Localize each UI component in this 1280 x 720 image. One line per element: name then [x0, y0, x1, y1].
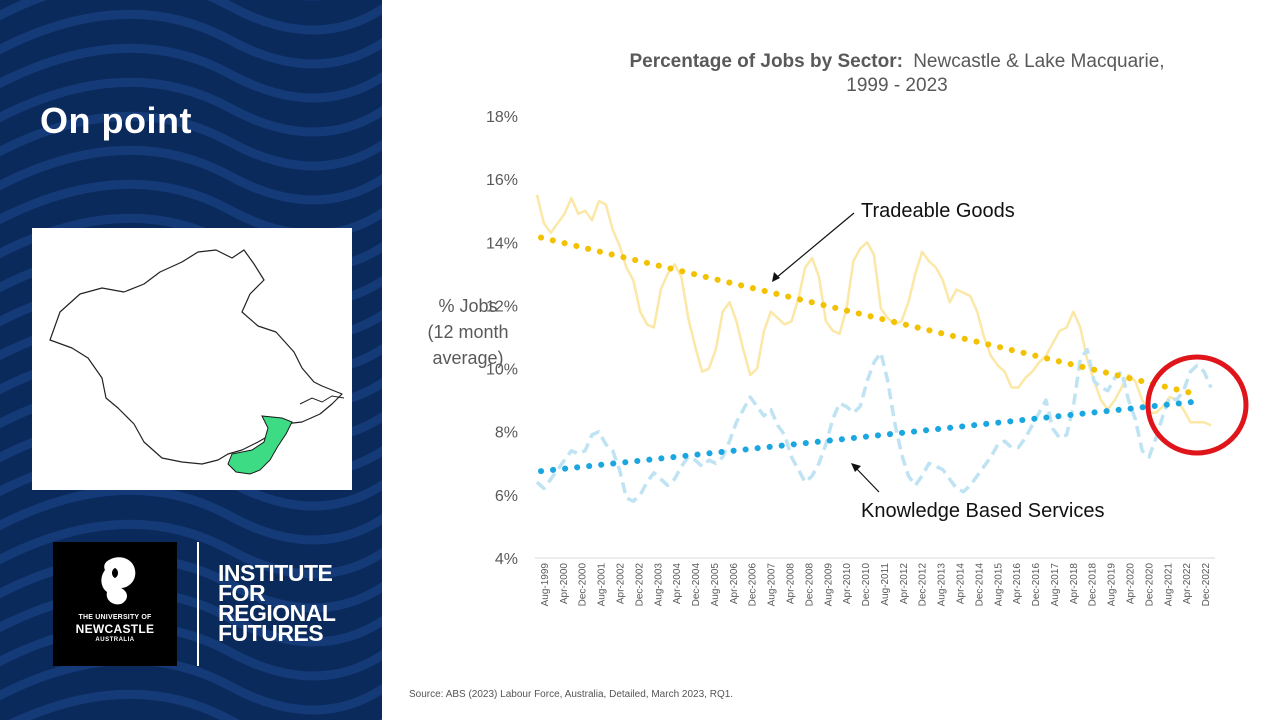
x-tick-label: Aug-2017: [1050, 563, 1061, 607]
x-tick-label: Dec-2022: [1201, 563, 1212, 607]
x-tick-label: Dec-2008: [804, 563, 815, 607]
y-tick-label: 14%: [486, 235, 518, 252]
x-tick-label: Apr-2014: [956, 563, 967, 605]
x-tick-label: Apr-2012: [899, 563, 910, 605]
x-tick-label: Dec-2016: [1031, 563, 1042, 607]
y-tick-label: 6%: [495, 488, 518, 505]
series-2-trendline: [538, 234, 1198, 397]
y-tick-label: 16%: [486, 172, 518, 189]
y-axis-label-line-3: average): [432, 348, 503, 368]
y-axis-label-line-2: (12 month: [427, 322, 508, 342]
chart-title: Percentage of Jobs by Sector: Newcastle …: [629, 51, 1164, 96]
x-tick-label: Aug-2015: [993, 563, 1004, 607]
x-tick-label: Apr-2018: [1069, 563, 1080, 605]
x-tick-label: Apr-2008: [786, 563, 797, 605]
stripe-9: [0, 179, 382, 239]
logo-divider: [197, 542, 199, 666]
tradeable-goods-arrowhead: [772, 272, 780, 282]
stripe-19: [0, 519, 382, 579]
coastline-islands: [299, 395, 345, 405]
y-tick-label: 8%: [495, 425, 518, 442]
knowledge-services-arrow: [853, 465, 880, 493]
x-tick-label: Apr-2006: [729, 563, 740, 605]
x-tick-label: Dec-2020: [1144, 563, 1155, 607]
x-tick-label: Aug-2005: [710, 563, 721, 607]
series-0-line: [535, 194, 1212, 427]
y-tick-label: 10%: [486, 362, 518, 379]
stripe-8: [0, 145, 382, 205]
y-tick-label: 4%: [495, 551, 518, 568]
university-logo: THE UNIVERSITY OF NEWCASTLE AUSTRALIA: [53, 542, 177, 666]
university-line-1: THE UNIVERSITY OF: [78, 614, 152, 621]
stripe-3: [0, 0, 382, 35]
stripe-7: [0, 111, 382, 171]
stripe-5: [0, 43, 382, 103]
y-axis-label-line-1: % Jobs: [438, 296, 497, 316]
x-tick-label: Aug-2021: [1163, 563, 1174, 607]
x-tick-label: Aug-2019: [1107, 563, 1118, 607]
knowledge-services-arrowhead: [851, 463, 861, 472]
y-tick-label: 12%: [486, 298, 518, 315]
chart-title-bold: Percentage of Jobs by Sector:: [629, 51, 902, 72]
institute-line-2: FOR: [218, 580, 266, 606]
x-tick-label: Aug-2009: [823, 563, 834, 607]
source-note: Source: ABS (2023) Labour Force, Austral…: [409, 689, 734, 700]
x-tick-label: Aug-2011: [880, 563, 891, 606]
institute-line-1: INSTITUTE: [218, 560, 333, 586]
svg-text:Percentage of Jobs by Sector:: Percentage of Jobs by Sector: Newcastle …: [629, 51, 1164, 72]
series-3-trendline: [538, 398, 1198, 475]
university-line-2: NEWCASTLE: [75, 622, 155, 636]
x-tick-label: Aug-2003: [653, 563, 664, 607]
x-tick-label: Dec-2004: [691, 563, 702, 607]
tradeable-goods-arrow: [775, 212, 855, 279]
x-tick-label: Apr-2020: [1126, 563, 1137, 605]
sidebar-panel: On point THE UNIVERSITY OF NEWCASTLE AUS…: [0, 0, 382, 720]
university-line-3: AUSTRALIA: [95, 637, 135, 643]
x-tick-label: Apr-2002: [616, 563, 627, 605]
tradeable-goods-label: Tradeable Goods: [861, 200, 1015, 222]
jobs-by-sector-chart: Percentage of Jobs by Sector: Newcastle …: [427, 51, 1249, 607]
institute-line-4: FUTURES: [218, 620, 324, 646]
stripe-18: [0, 485, 382, 545]
seahorse-icon: [101, 557, 136, 605]
stripe-23: [0, 655, 382, 715]
highlight-circle: [1145, 354, 1249, 456]
x-tick-label: Dec-2010: [861, 563, 872, 607]
stripe-4: [0, 9, 382, 69]
chart-title-rest: Newcastle & Lake Macquarie,: [913, 51, 1164, 72]
region-outline: [49, 249, 343, 465]
x-tick-label: Aug-2007: [767, 563, 778, 607]
x-tick-label: Apr-2000: [559, 563, 570, 605]
x-tick-label: Aug-1999: [540, 563, 551, 607]
institute-name: INSTITUTE FOR REGIONAL FUTURES: [218, 560, 336, 646]
x-tick-label: Dec-2018: [1088, 563, 1099, 607]
x-tick-label: Dec-2012: [918, 563, 929, 607]
institute-line-3: REGIONAL: [218, 600, 336, 626]
stripe-6: [0, 77, 382, 137]
x-tick-label: Apr-2022: [1182, 563, 1193, 605]
x-tick-label: Apr-2004: [672, 563, 683, 605]
y-tick-label: 18%: [486, 109, 518, 126]
x-tick-label: Aug-2001: [597, 563, 608, 607]
region-map: [32, 228, 352, 490]
x-tick-label: Apr-2010: [842, 563, 853, 605]
y-axis-label: % Jobs (12 month average): [427, 296, 508, 368]
x-tick-label: Dec-2002: [634, 563, 645, 607]
highlighted-region: [227, 415, 293, 475]
chart-title-line-2: 1999 - 2023: [846, 75, 947, 96]
knowledge-services-label: Knowledge Based Services: [861, 500, 1104, 522]
x-tick-label: Apr-2016: [1012, 563, 1023, 605]
x-tick-label: Dec-2014: [974, 563, 985, 607]
x-tick-label: Aug-2013: [937, 563, 948, 607]
slide-title: On point: [40, 100, 192, 141]
series-1-line: [535, 347, 1213, 503]
x-tick-label: Dec-2000: [578, 563, 589, 607]
x-tick-label: Dec-2006: [748, 563, 759, 607]
